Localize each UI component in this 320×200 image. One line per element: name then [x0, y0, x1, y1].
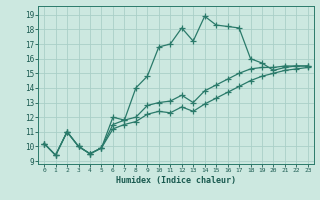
- X-axis label: Humidex (Indice chaleur): Humidex (Indice chaleur): [116, 176, 236, 185]
